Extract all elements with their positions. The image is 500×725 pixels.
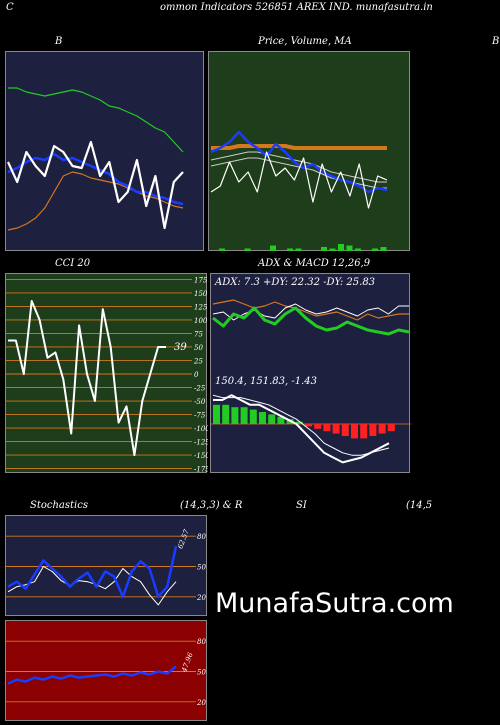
bollinger-lower-band	[7, 171, 184, 231]
price-close-line	[210, 151, 388, 209]
stochastics-chart: 80 50 20 62.57	[6, 528, 206, 606]
cci-tick-label: -25	[194, 385, 206, 393]
cci-panel: 175 150 125 100 75 50 25 0 -25 -50 -75 -100 -125 -150…	[5, 273, 208, 474]
adx-readout: ADX: 7.3 +DY: 22.32 -DY: 25.83	[215, 277, 376, 288]
rsi-panel: 80 50 20 47.96	[5, 620, 207, 721]
rsi-chart: 80 50 20 47.96	[6, 638, 206, 707]
macd-histogram-bar	[249, 409, 257, 424]
cci-tick-label: 125	[194, 303, 208, 311]
chart-header-title: ommon Indicators 526851 AREX IND. munafa…	[160, 2, 433, 13]
right-edge-title: B	[492, 36, 500, 47]
volume-bar	[329, 248, 336, 251]
cci-tick-label: -75	[194, 412, 206, 420]
price-ma-panel	[208, 51, 410, 251]
volume-bar	[380, 247, 387, 251]
cci-tick-label: -125	[194, 439, 208, 447]
adx-line	[212, 306, 410, 336]
adx-macd-chart	[211, 299, 411, 464]
adx-macd-title: ADX & MACD 12,26,9	[258, 258, 371, 269]
cci-tick-label: 0	[194, 371, 199, 379]
macd-histogram-bar	[277, 416, 285, 424]
price-ma-white-1	[210, 151, 387, 183]
macd-histogram-bar	[240, 407, 248, 424]
volume-bar	[338, 244, 344, 251]
munafasutra-watermark: MunafaSutra.com	[215, 588, 454, 619]
rsi-last-value: 47.96	[180, 651, 195, 674]
macd-histogram-bar	[231, 407, 239, 424]
cci-tick-label: 25	[193, 357, 203, 365]
volume-bar	[295, 248, 302, 251]
macd-histogram-bar	[295, 421, 303, 424]
bollinger-price-line	[7, 140, 184, 230]
stochastics-panel: 80 50 20 62.57	[5, 515, 207, 616]
cci-tick-label: 150	[194, 290, 208, 298]
volume-bar	[287, 248, 293, 251]
volume-bar	[346, 245, 353, 251]
bollinger-chart	[7, 87, 184, 231]
adx-plus-di-line	[212, 299, 409, 321]
stochastics-title-left: Stochastics	[30, 500, 88, 511]
rsi-tick-label: 80	[197, 638, 206, 646]
cci-tick-label: -175	[194, 466, 208, 474]
macd-line	[213, 394, 390, 464]
price-ma-title: Price, Volume, MA	[258, 36, 352, 47]
stochastics-last-value: 62.57	[176, 528, 191, 550]
cci-chart: 175 150 125 100 75 50 25 0 -25 -50 -75 -100 -125 -150…	[6, 276, 208, 474]
stochastics-d-line	[7, 566, 177, 606]
stochastics-tick-label: 20	[196, 594, 206, 602]
macd-histogram-bar	[378, 424, 386, 434]
cci-tick-label: 100	[194, 317, 208, 325]
stochastics-k-line	[7, 546, 178, 599]
stochastics-title-right: (14,3,3) & R	[180, 500, 243, 511]
cci-line	[8, 300, 166, 457]
volume-bar	[372, 248, 378, 251]
macd-histogram-bar	[332, 424, 340, 434]
macd-histogram-bar	[360, 424, 368, 439]
bollinger-upper-band	[8, 87, 184, 153]
macd-readout: 150.4, 151.83, -1.43	[215, 376, 317, 387]
cci-tick-label: 75	[194, 330, 203, 338]
volume-bar	[270, 245, 276, 251]
cci-title: CCI 20	[55, 258, 91, 269]
cci-tick-label: -50	[194, 398, 206, 406]
cci-tick-label: -100	[194, 425, 208, 433]
bollinger-title: B	[55, 36, 63, 47]
bollinger-panel	[5, 51, 204, 251]
stochastics-tick-label: 80	[197, 533, 206, 541]
c-letter: C	[6, 2, 14, 13]
macd-histogram-bar	[314, 424, 322, 429]
adx-minus-di-line	[212, 303, 409, 321]
macd-signal-line	[212, 394, 390, 456]
price-ma-white-2	[210, 157, 387, 189]
macd-histogram-bar	[222, 404, 230, 424]
cci-tick-label: 50	[194, 344, 203, 352]
rsi-line	[7, 665, 177, 685]
adx-macd-panel: ADX: 7.3 +DY: 22.32 -DY: 25.83 150.4, 15…	[210, 273, 411, 473]
bollinger-middle-band	[7, 152, 184, 206]
volume-bar	[219, 248, 225, 251]
macd-histogram-bar	[351, 424, 358, 439]
rsi-tick-label: 20	[196, 699, 206, 707]
volume-bar	[355, 248, 361, 251]
volume-bar	[244, 248, 251, 251]
volume-bar	[321, 247, 327, 251]
macd-histogram-bar	[213, 404, 220, 424]
macd-histogram-bar	[323, 424, 331, 432]
macd-histogram-bar	[305, 424, 312, 427]
macd-histogram-bar	[268, 414, 276, 424]
macd-histogram-bar	[369, 424, 377, 436]
rsi-title-left: SI	[296, 500, 307, 511]
cci-tick-label: -150	[194, 452, 208, 460]
stochastics-tick-label: 50	[197, 564, 206, 572]
macd-histogram-bar	[387, 424, 395, 432]
macd-histogram-bar	[259, 412, 266, 424]
price-long-ma	[211, 144, 387, 150]
macd-histogram-bar	[341, 424, 349, 436]
cci-tick-label: 175	[194, 276, 208, 284]
cci-last-value: 39	[174, 342, 187, 353]
price-ma-chart	[210, 130, 388, 251]
rsi-tick-label: 50	[197, 669, 206, 677]
price-short-ma	[210, 130, 388, 194]
rsi-title-right: (14,5	[406, 500, 433, 511]
